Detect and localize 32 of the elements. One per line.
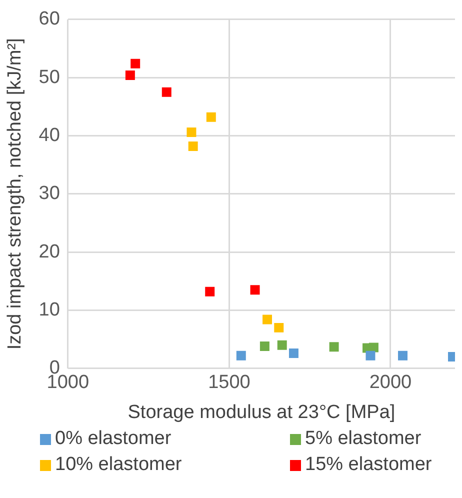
point <box>366 350 376 360</box>
legend-label: 15% elastomer <box>305 454 432 476</box>
point <box>368 342 378 352</box>
y-tick-label: 10 <box>38 299 60 320</box>
point <box>188 141 198 151</box>
point <box>205 286 215 296</box>
point <box>250 285 260 295</box>
point <box>274 322 284 332</box>
y-tick-label: 40 <box>38 124 60 146</box>
y-axis-title: Izod impact strength, notched [kJ/m²] <box>4 38 26 350</box>
point <box>329 342 339 352</box>
legend-label: 0% elastomer <box>55 428 172 450</box>
point <box>236 350 246 360</box>
x-tick-label: 1500 <box>208 372 250 394</box>
y-tick-label: 60 <box>38 8 60 30</box>
x-axis-title: Storage modulus at 23°C [MPa] <box>128 402 396 423</box>
y-tick-label: 20 <box>38 241 60 262</box>
legend-label: 10% elastomer <box>55 454 182 476</box>
point <box>206 112 216 122</box>
point <box>398 350 408 360</box>
point <box>288 348 298 358</box>
legend-label: 5% elastomer <box>305 428 422 450</box>
y-tick-label: 30 <box>38 183 60 204</box>
point <box>260 342 270 352</box>
point <box>277 340 287 350</box>
point <box>186 128 196 137</box>
point <box>125 70 135 80</box>
y-tick-label: 50 <box>38 66 60 88</box>
point <box>130 58 140 68</box>
x-tick-label: 2000 <box>369 372 412 394</box>
point <box>262 314 272 324</box>
point <box>162 87 172 97</box>
